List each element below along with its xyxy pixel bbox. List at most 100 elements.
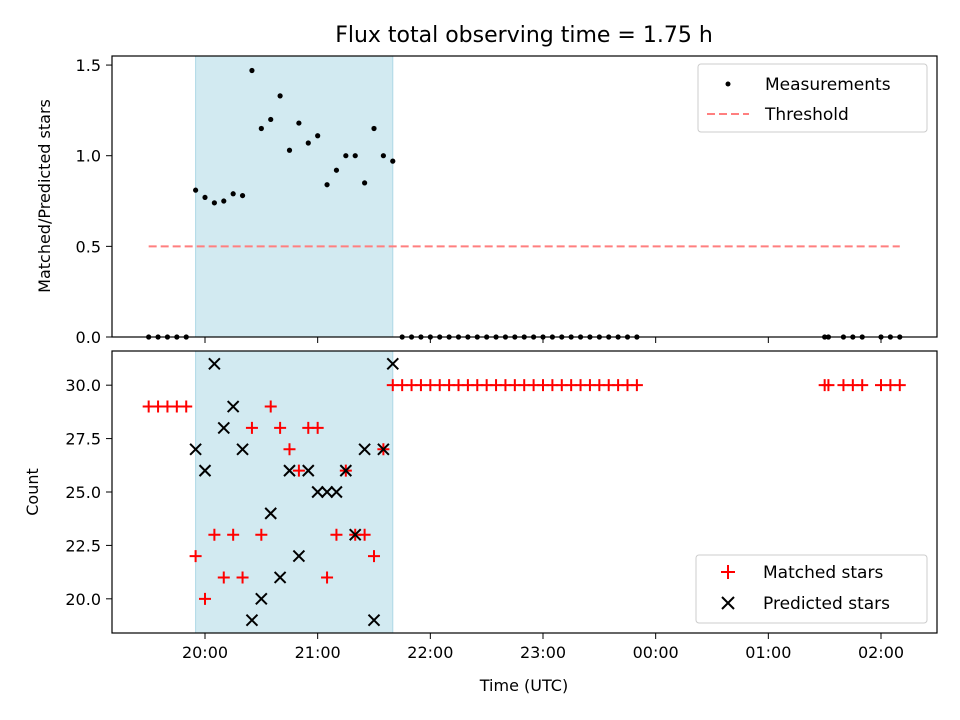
bottom-legend: Matched stars Predicted stars — [695, 554, 928, 624]
predicted-star-point — [386, 357, 399, 371]
bottom-y-tick-label: 30.0 — [65, 376, 101, 395]
legend-marker-predicted — [721, 596, 735, 610]
bottom-legend-box — [695, 554, 928, 624]
matched-star-point — [274, 421, 287, 434]
predicted-star-point — [189, 443, 202, 456]
matched-star-point — [227, 528, 240, 541]
measurement-point — [221, 198, 227, 204]
bottom-y-tick-label: 22.5 — [65, 536, 101, 555]
top-y-tick-label: 1.5 — [76, 56, 101, 75]
top-legend: Measurements Threshold — [697, 63, 928, 133]
bottom-y-tick-label: 27.5 — [65, 430, 101, 449]
measurement-point — [333, 167, 340, 173]
predicted-star-point — [320, 485, 334, 499]
legend-marker-measurements — [725, 81, 731, 87]
matched-star-point — [199, 592, 211, 605]
bottom-x-axis: 20:00 21:00 22:00 23:00 00:00 01:00 02:00 — [182, 633, 904, 662]
measurement-point — [249, 67, 255, 74]
predicted-star-point — [255, 592, 268, 606]
matched-star-point — [292, 464, 305, 477]
matched-star-point — [856, 379, 869, 392]
measurement-point — [362, 180, 368, 186]
matched-star-point — [189, 550, 202, 563]
bottom-x-tick-label: 20:00 — [182, 643, 228, 662]
measurement-point — [202, 194, 208, 201]
matched-star-point — [255, 528, 268, 541]
legend-label-threshold: Threshold — [764, 105, 849, 125]
bottom-x-tick-label: 23:00 — [520, 643, 566, 662]
measurement-point — [230, 191, 236, 197]
matched-star-point — [264, 400, 277, 413]
top-shaded-interval — [195, 55, 394, 338]
top-y-label: Matched/Predicted stars — [35, 99, 54, 293]
matched-star-point — [893, 379, 906, 392]
predicted-star-point — [311, 485, 324, 499]
legend-label-matched: Matched stars — [763, 563, 883, 583]
matched-star-point — [180, 400, 193, 413]
legend-label-measurements: Measurements — [765, 75, 891, 95]
matched-star-point — [208, 528, 221, 541]
matched-stars-points — [142, 379, 906, 605]
matched-star-point — [368, 550, 380, 563]
measurement-point — [268, 116, 274, 123]
predicted-star-point — [217, 421, 230, 435]
predicted-star-point — [377, 443, 390, 456]
top-y-tick-label: 1.0 — [76, 147, 101, 166]
predicted-star-point — [226, 400, 240, 413]
predicted-star-point — [208, 357, 221, 371]
measurement-point — [193, 187, 199, 193]
bottom-x-tick-label: 00:00 — [633, 643, 679, 662]
measurement-point — [371, 125, 377, 132]
predicted-star-point — [236, 443, 249, 456]
top-y-axis: 0.0 0.5 1.0 1.5 — [76, 56, 112, 347]
top-y-tick-label: 0.0 — [76, 328, 101, 347]
predicted-stars-points — [189, 357, 399, 627]
matched-star-point — [311, 421, 324, 434]
matched-star-point — [236, 571, 249, 584]
measurement-point — [380, 153, 386, 159]
matched-star-point — [630, 379, 643, 392]
measurement-point — [343, 153, 349, 159]
matched-star-point — [283, 443, 296, 456]
top-plot-frame — [111, 55, 938, 338]
measurement-point — [286, 147, 293, 153]
predicted-star-point — [367, 613, 381, 627]
top-y-tick-label: 0.5 — [76, 237, 101, 256]
predicted-star-point — [358, 443, 371, 456]
predicted-star-point — [245, 613, 259, 627]
measurement-point — [305, 140, 311, 146]
measurement-point — [277, 93, 283, 99]
bottom-plot-frame — [111, 350, 938, 634]
bottom-y-label: Count — [23, 468, 42, 516]
predicted-star-point — [198, 464, 212, 477]
x-axis-label: Time (UTC) — [479, 676, 568, 695]
measurement-point — [390, 158, 396, 164]
predicted-star-point — [264, 507, 277, 520]
measurement-point — [352, 153, 358, 159]
bottom-x-tick-label: 21:00 — [295, 643, 341, 662]
predicted-star-point — [273, 571, 287, 584]
predicted-star-point — [330, 485, 343, 499]
predicted-star-point — [349, 528, 362, 541]
bottom-x-tick-label: 01:00 — [745, 643, 791, 662]
bottom-y-tick-label: 25.0 — [65, 483, 101, 502]
bottom-x-tick-label: 22:00 — [407, 643, 453, 662]
bottom-shaded-interval — [195, 350, 394, 634]
measurement-point — [296, 120, 302, 126]
matched-star-point — [330, 528, 343, 541]
predicted-star-point — [339, 464, 353, 477]
legend-label-predicted: Predicted stars — [763, 594, 890, 614]
matched-star-point — [321, 571, 334, 584]
predicted-star-point — [302, 464, 315, 477]
top-legend-box — [697, 63, 928, 133]
top-panel: 0.0 0.5 1.0 1.5 Matched/Predicted stars Mea… — [35, 55, 938, 347]
matched-star-point — [217, 571, 230, 584]
legend-marker-matched — [721, 565, 735, 579]
measurement-point — [258, 125, 264, 132]
measurement-point — [211, 200, 217, 206]
matched-star-point — [245, 421, 258, 434]
matched-star-point — [822, 379, 835, 392]
measurement-point — [324, 182, 330, 188]
chart-title: Flux total observing time = 1.75 h — [335, 23, 713, 48]
